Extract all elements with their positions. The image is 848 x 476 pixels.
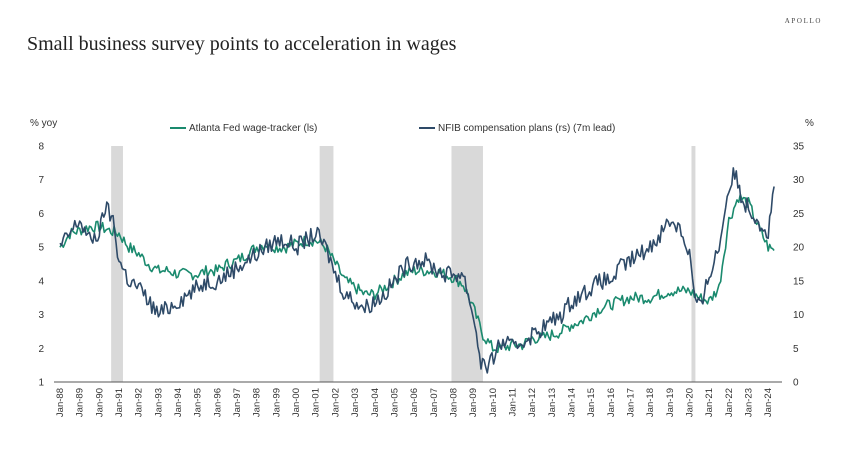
recession-band-1 — [319, 146, 334, 382]
x-tick-31: Jan-19 — [665, 388, 676, 417]
x-tick-7: Jan-95 — [193, 388, 204, 417]
legend-label-series-0: Atlanta Fed wage-tracker (ls) — [189, 123, 317, 134]
y-tick-left-2: 3 — [38, 310, 44, 321]
y-tick-right-7: 35 — [793, 142, 805, 153]
y-tick-right-6: 30 — [793, 175, 805, 186]
x-tick-28: Jan-16 — [606, 388, 617, 417]
x-tick-14: Jan-02 — [330, 388, 341, 417]
x-tick-9: Jan-97 — [232, 388, 243, 417]
x-tick-30: Jan-18 — [645, 388, 656, 417]
x-tick-18: Jan-06 — [409, 388, 420, 417]
x-tick-32: Jan-20 — [685, 388, 696, 417]
x-tick-20: Jan-08 — [448, 388, 459, 417]
y-tick-left-0: 1 — [38, 378, 44, 389]
x-tick-5: Jan-93 — [153, 388, 164, 417]
y-tick-left-5: 6 — [38, 209, 44, 220]
x-tick-4: Jan-92 — [134, 388, 145, 417]
x-tick-15: Jan-03 — [350, 388, 361, 417]
x-tick-21: Jan-09 — [468, 388, 479, 417]
x-tick-24: Jan-12 — [527, 388, 538, 417]
x-tick-23: Jan-11 — [507, 388, 518, 416]
x-tick-2: Jan-90 — [94, 388, 105, 417]
x-tick-11: Jan-99 — [271, 388, 282, 417]
x-tick-29: Jan-17 — [625, 388, 636, 417]
y-tick-left-6: 7 — [38, 175, 44, 186]
page-title: Small business survey points to accelera… — [27, 33, 457, 55]
series-line-0 — [59, 193, 775, 354]
x-tick-0: Jan-88 — [55, 388, 66, 417]
y-axis-label-right: % — [805, 118, 814, 129]
y-tick-right-5: 25 — [793, 209, 805, 220]
brand-logo: APOLLO — [784, 17, 822, 25]
x-tick-19: Jan-07 — [429, 388, 440, 417]
x-tick-27: Jan-15 — [586, 388, 597, 417]
x-tick-13: Jan-01 — [311, 388, 322, 417]
y-tick-left-7: 8 — [38, 142, 44, 153]
y-tick-right-2: 10 — [793, 310, 805, 321]
x-tick-34: Jan-22 — [724, 388, 735, 417]
y-tick-left-1: 2 — [38, 344, 44, 355]
x-tick-36: Jan-24 — [763, 388, 774, 417]
x-tick-16: Jan-04 — [370, 388, 381, 417]
recession-band-3 — [691, 146, 696, 382]
x-tick-10: Jan-98 — [252, 388, 263, 417]
y-axis-label-left: % yoy — [30, 118, 57, 129]
x-tick-26: Jan-14 — [566, 388, 577, 417]
y-tick-right-4: 20 — [793, 243, 805, 254]
x-tick-25: Jan-13 — [547, 388, 558, 417]
x-tick-33: Jan-21 — [704, 388, 715, 417]
y-tick-right-0: 0 — [793, 378, 799, 389]
y-tick-left-4: 5 — [38, 243, 44, 254]
x-tick-1: Jan-89 — [75, 388, 86, 417]
y-tick-right-3: 15 — [793, 276, 805, 287]
x-tick-3: Jan-91 — [114, 388, 125, 417]
x-tick-22: Jan-10 — [488, 388, 499, 417]
y-tick-left-3: 4 — [38, 276, 44, 287]
y-tick-right-1: 5 — [793, 344, 799, 355]
legend-label-series-1: NFIB compensation plans (rs) (7m lead) — [438, 123, 615, 134]
x-tick-17: Jan-05 — [389, 388, 400, 417]
x-tick-35: Jan-23 — [744, 388, 755, 417]
series-line-1 — [59, 167, 775, 374]
x-tick-12: Jan-00 — [291, 388, 302, 417]
legend: Atlanta Fed wage-tracker (ls) NFIB compe… — [170, 123, 615, 134]
x-tick-6: Jan-94 — [173, 388, 184, 417]
recession-band-0 — [111, 146, 123, 382]
x-tick-8: Jan-96 — [212, 388, 223, 417]
